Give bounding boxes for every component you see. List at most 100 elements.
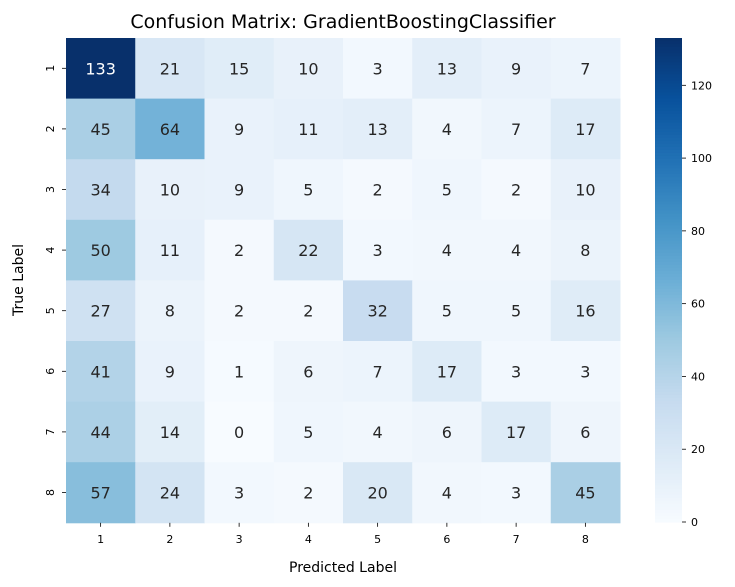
colorbar-gradient-segment — [655, 231, 682, 236]
colorbar-gradient-segment — [655, 343, 682, 348]
colorbar-gradient-segment — [655, 59, 682, 63]
colorbar-gradient-segment — [655, 264, 682, 269]
cell-value-label: 2 — [234, 241, 244, 260]
heatmap-cell — [343, 401, 413, 463]
heatmap-cell — [481, 98, 552, 160]
cell-value-label: 24 — [160, 484, 180, 503]
cell-value-label: 45 — [575, 484, 595, 503]
colorbar-gradient-segment — [655, 322, 682, 326]
colorbar-gradient-segment — [655, 355, 682, 360]
heatmap-cell — [412, 280, 482, 342]
heatmap-cell — [66, 38, 136, 100]
colorbar-gradient-segment — [655, 352, 682, 357]
heatmap-cell — [343, 462, 413, 524]
heatmap-cell — [135, 38, 205, 100]
colorbar-gradient-segment — [655, 125, 682, 130]
cell-value-label: 45 — [90, 120, 110, 139]
heatmap-cell — [412, 219, 482, 281]
heatmap-cell — [481, 462, 552, 524]
colorbar-gradient-segment — [655, 422, 682, 426]
heatmap-cell — [343, 98, 413, 160]
heatmap-cell — [273, 219, 344, 281]
cell-value-label: 2 — [303, 484, 313, 503]
cell-value-label: 10 — [575, 181, 595, 200]
colorbar-gradient-segment — [655, 286, 682, 290]
colorbar-gradient-segment — [655, 488, 682, 493]
colorbar-gradient-segment — [655, 397, 682, 402]
colorbar-gradient-segment — [655, 50, 682, 54]
cell-value-label: 7 — [511, 120, 521, 139]
colorbar-gradient-segment — [655, 152, 682, 157]
colorbar-gradient-segment — [655, 446, 682, 450]
heatmap-cell — [204, 159, 275, 221]
heatmap-cell — [135, 98, 205, 160]
colorbar-gradient-segment — [655, 512, 682, 517]
colorbar-gradient-segment — [655, 95, 682, 100]
colorbar-gradient-segment — [655, 428, 682, 432]
colorbar-gradient-segment — [655, 373, 682, 378]
y-tick-label: 6 — [44, 368, 57, 375]
cell-value-label: 9 — [511, 59, 521, 78]
colorbar-gradient-segment — [655, 110, 682, 115]
colorbar-gradient-segment — [655, 240, 682, 245]
colorbar-gradient-segment — [655, 195, 682, 199]
x-axis-ticks: 1 2 3 4 5 6 7 8 — [97, 522, 589, 546]
colorbar-gradient-segment — [655, 497, 682, 502]
colorbar-gradient-segment — [655, 74, 682, 78]
heatmap-cell — [273, 462, 344, 524]
cell-value-label: 4 — [442, 484, 452, 503]
colorbar-gradient-segment — [655, 119, 682, 124]
colorbar-gradient-segment — [655, 467, 682, 472]
y-axis-label: True Label — [11, 244, 27, 317]
cell-value-label: 9 — [234, 181, 244, 200]
colorbar-gradient-segment — [655, 464, 682, 469]
heatmap-cell — [481, 401, 552, 463]
colorbar-tick-label: 60 — [691, 298, 705, 311]
colorbar-gradient-segment — [655, 252, 682, 257]
colorbar-gradient-segment — [655, 385, 682, 390]
colorbar-gradient-segment — [655, 116, 682, 121]
colorbar-gradient-segment — [655, 71, 682, 75]
heatmap-cell — [66, 341, 136, 403]
cell-value-label: 6 — [580, 423, 590, 442]
colorbar-gradient-segment — [655, 213, 682, 218]
colorbar-gradient-segment — [655, 476, 682, 481]
heatmap-cell — [481, 38, 552, 100]
heatmap-cell — [481, 159, 552, 221]
y-tick-label: 4 — [44, 247, 57, 254]
colorbar-gradient-segment — [655, 401, 682, 405]
cell-value-label: 9 — [234, 120, 244, 139]
heatmap-cell — [343, 219, 413, 281]
cell-value-label: 3 — [511, 362, 521, 381]
cell-value-label: 5 — [303, 181, 313, 200]
cell-value-label: 0 — [234, 423, 244, 442]
y-tick-label: 5 — [44, 307, 57, 314]
colorbar-gradient-segment — [655, 104, 682, 109]
colorbar-gradient-segment — [655, 273, 682, 278]
colorbar-gradient-segment — [655, 89, 682, 94]
colorbar-gradient-segment — [655, 189, 682, 193]
cell-value-label: 41 — [90, 362, 110, 381]
colorbar-gradient-segment — [655, 443, 682, 447]
colorbar-gradient-segment — [655, 207, 682, 212]
colorbar-gradient-segment — [655, 83, 682, 87]
cell-value-label: 15 — [229, 59, 249, 78]
x-tick-label: 1 — [97, 533, 104, 546]
colorbar-gradient-segment — [655, 44, 682, 48]
chart-title: Confusion Matrix: GradientBoostingClassi… — [130, 11, 555, 33]
colorbar-gradient-segment — [655, 394, 682, 399]
heatmap-cell — [412, 341, 482, 403]
colorbar-gradient-segment — [655, 455, 682, 460]
x-axis-label: Predicted Label — [289, 560, 397, 576]
colorbar-gradient-segment — [655, 461, 682, 466]
colorbar-gradient-segment — [655, 410, 682, 414]
y-tick-label: 8 — [44, 489, 57, 496]
colorbar-gradient-segment — [655, 143, 682, 148]
heatmap-cell — [204, 462, 275, 524]
heatmap-cell — [550, 462, 621, 524]
colorbar-gradient-segment — [655, 416, 682, 420]
heatmap-cell — [481, 341, 552, 403]
cell-value-label: 1 — [234, 362, 244, 381]
colorbar-gradient-segment — [655, 38, 682, 42]
colorbar-gradient-segment — [655, 283, 682, 287]
